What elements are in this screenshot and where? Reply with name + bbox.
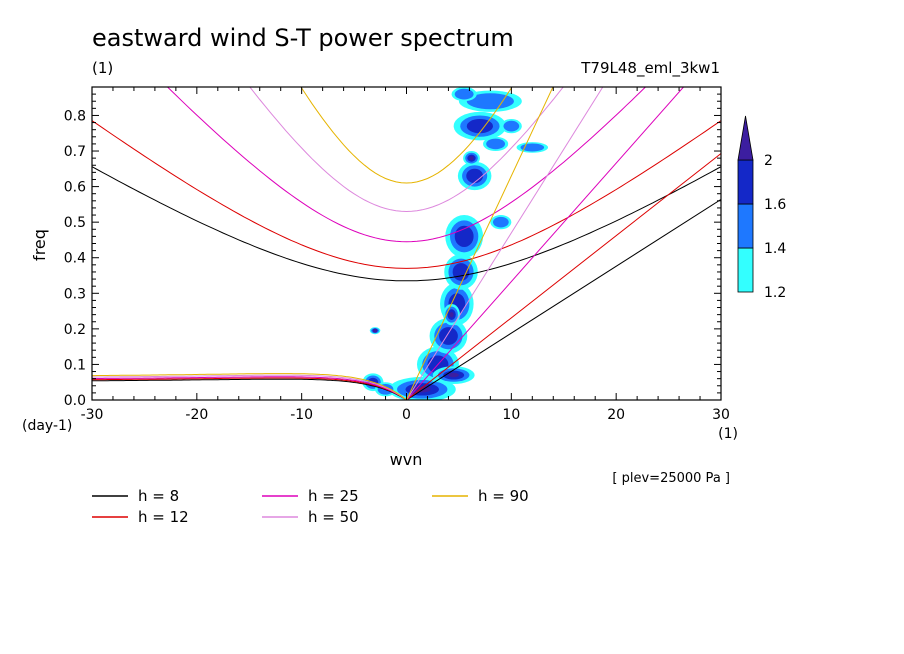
x-axis-unit: (1) [718,426,738,442]
y-tick-label-1: 0.1 [64,357,86,373]
colorbar-box-0 [737,247,754,293]
power-blob-8-level-1 [466,93,514,110]
level-note: [ plev=25000 Pa ] [612,471,730,486]
lower-curve-2 [92,376,407,400]
legend-label-1: h = 12 [138,508,189,526]
x-axis: -30 -20 -10 0 10 20 30 [81,87,730,423]
legend-label-2: h = 25 [308,487,359,505]
colorbar: 1.2 1.4 1.6 2 [737,115,786,301]
lower-curve-4 [92,373,407,400]
y-tick-label-8: 0.8 [64,108,86,124]
y-tick-label-5: 0.5 [64,215,86,231]
units-note: (1) [92,59,113,77]
kelvin-line-3 [406,87,604,400]
x-tick-label-3: 0 [402,407,411,423]
colorbar-label-2: 1.6 [764,197,786,213]
power-blob-9-level-3 [448,372,459,378]
x-tick-label-6: 30 [712,407,730,423]
lower-curve-0 [92,378,407,400]
colorbar-label-0: 1.2 [764,285,786,301]
upper-curve-2 [166,87,647,243]
legend-label-0: h = 8 [138,487,179,505]
upper-curve-0 [92,166,721,282]
kelvin-line-2 [406,87,685,400]
power-blob-18-level-1 [454,88,474,100]
kelvin-line-1 [406,153,721,400]
y-axis-label: freq [30,229,49,261]
colorbar-box-1 [737,203,754,249]
chart-title: eastward wind S-T power spectrum [92,24,514,52]
lower-curve-1 [92,377,407,400]
legend: h = 8 h = 12 h = 25 h = 50 h = 90 [92,487,529,526]
power-blob-15-level-1 [503,120,520,132]
x-tick-label-0: -30 [81,407,104,423]
x-tick-label-5: 20 [607,407,625,423]
power-blob-14-level-1 [486,138,506,150]
power-shading [362,87,549,400]
power-blob-13-level-3 [373,328,378,333]
y-axis-unit: (day-1) [22,418,72,434]
upper-curve-4 [300,87,513,184]
colorbar-label-1: 1.4 [764,241,786,257]
y-tick-label-2: 0.2 [64,322,86,338]
y-tick-label-4: 0.4 [64,251,86,267]
run-label: T79L48_eml_3kw1 [580,59,720,78]
x-axis-label: wvn [390,450,423,469]
power-blob-11-level-3 [469,156,474,161]
colorbar-label-3: 2 [764,153,773,169]
kelvin-line-0 [406,198,721,400]
y-axis: 0.0 0.1 0.2 0.3 0.4 0.5 0.6 0.7 0.8 [64,93,721,409]
plot-frame [91,86,722,401]
kelvin-line-4 [406,87,554,400]
legend-label-4: h = 90 [478,487,529,505]
power-blob-10-level-3 [449,311,454,318]
dispersion-curves [92,87,721,400]
y-tick-label-7: 0.7 [64,144,86,160]
y-tick-label-0: 0.0 [64,393,86,409]
x-tick-label-1: -20 [185,407,208,423]
colorbar-triangle [737,115,754,161]
power-blob-2-level-2 [438,327,458,345]
power-blob-6-level-2 [466,168,484,184]
legend-label-3: h = 50 [308,508,359,526]
power-blob-17-level-1 [492,216,509,228]
upper-curve-3 [249,87,564,213]
power-blob-7-level-2 [466,119,493,134]
y-tick-label-6: 0.6 [64,180,86,196]
upper-curve-1 [92,120,721,269]
lower-curve-3 [92,374,407,400]
x-tick-label-4: 10 [502,407,520,423]
power-blob-16-level-1 [520,143,545,152]
colorbar-box-2 [737,159,754,205]
y-tick-label-3: 0.3 [64,286,86,302]
x-tick-label-2: -10 [290,407,313,423]
